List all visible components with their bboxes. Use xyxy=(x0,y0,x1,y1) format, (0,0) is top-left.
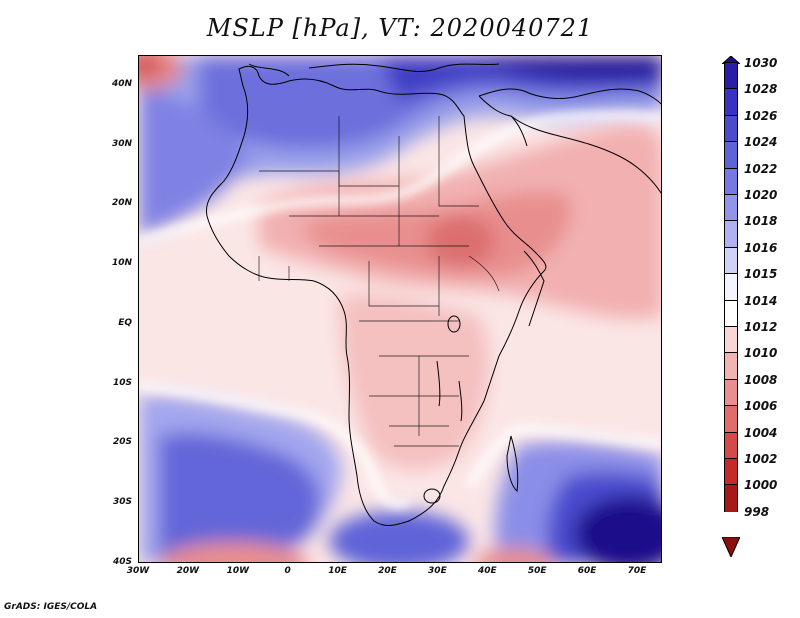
lon-tick-label: 20E xyxy=(378,566,397,576)
lon-tick-label: 60E xyxy=(577,566,597,576)
colorbar-label: 1026 xyxy=(744,108,778,123)
colorbar-label: 1028 xyxy=(744,82,778,97)
colorbar-segment xyxy=(724,326,738,354)
lat-tick-label: 30N xyxy=(111,138,132,149)
colorbar-segment xyxy=(724,431,738,459)
colorbar-segment xyxy=(724,220,738,248)
colorbar-segment xyxy=(724,62,738,90)
colorbar-label: 1020 xyxy=(744,188,778,202)
colorbar-label: 1010 xyxy=(744,346,778,361)
colorbar-label: 1016 xyxy=(744,240,778,255)
lat-tick-label: 40S xyxy=(112,556,132,567)
colorbar-label: 1014 xyxy=(744,293,778,308)
lon-tick-label: 50E xyxy=(527,566,547,576)
colorbar-segment xyxy=(724,352,738,380)
pressure-map xyxy=(139,56,661,562)
africa-outline xyxy=(205,65,547,526)
lon-tick-label: 0 xyxy=(284,566,291,576)
colorbar-segment xyxy=(724,378,738,407)
colorbar-segment xyxy=(724,88,738,116)
chart-title: MSLP [hPa], VT: 2020040721 xyxy=(206,14,594,42)
lat-tick-label: 20S xyxy=(112,437,132,448)
colorbar-label: 1022 xyxy=(744,161,778,176)
colorbar-segment xyxy=(724,194,738,222)
colorbar-segment xyxy=(724,458,738,486)
colorbar-segment xyxy=(724,273,738,301)
colorbar-segments xyxy=(724,62,738,512)
map-panel xyxy=(138,55,662,563)
credit-text: GrADS: IGES/COLA xyxy=(4,602,98,612)
colorbar-segment xyxy=(724,167,738,195)
country-borders xyxy=(258,116,500,447)
lat-tick-label: EQ xyxy=(118,317,132,328)
colorbar-label: 1024 xyxy=(744,135,778,150)
colorbar-label: 1006 xyxy=(744,399,778,414)
lakes xyxy=(423,315,463,504)
coastlines xyxy=(205,63,661,526)
lon-tick-label: 70E xyxy=(627,566,647,576)
lon-tick-label: 30W xyxy=(126,566,150,576)
colorbar-label: 1012 xyxy=(744,320,778,334)
isobar-1014 xyxy=(139,111,661,509)
lat-tick-label: 20N xyxy=(111,198,132,209)
colorbar-label: 1018 xyxy=(744,214,778,229)
lon-tick-label: 20W xyxy=(176,566,200,576)
lon-tick-label: 10W xyxy=(226,566,250,576)
colorbar-label: 1008 xyxy=(744,372,778,387)
lon-tick-label: 10E xyxy=(328,566,347,576)
lat-tick-label: 40N xyxy=(111,79,132,89)
arabia-coast xyxy=(510,115,661,194)
lat-tick-label: 30S xyxy=(112,496,132,507)
colorbar-segment xyxy=(724,299,738,327)
colorbar-label: 1004 xyxy=(744,425,778,440)
madagascar xyxy=(506,435,519,492)
colorbar-label: 1015 xyxy=(744,267,778,282)
lat-tick-label: 10N xyxy=(111,258,132,269)
pressure-field xyxy=(139,56,661,562)
colorbar-label: 998 xyxy=(744,504,770,519)
colorbar-segment xyxy=(724,141,738,169)
lat-tick-label: 10S xyxy=(112,377,132,388)
lon-tick-label: 30E xyxy=(428,566,447,576)
colorbar-label: 1030 xyxy=(744,56,778,70)
colorbar-segment xyxy=(724,405,738,433)
colorbar-segment xyxy=(724,246,738,275)
colorbar-label: 1000 xyxy=(744,478,778,493)
colorbar-segment xyxy=(724,484,738,512)
colorbar-segment xyxy=(724,114,738,143)
colorbar-bottom-arrow xyxy=(722,537,740,557)
lon-tick-label: 40E xyxy=(477,566,497,576)
colorbar-label: 1002 xyxy=(744,452,778,466)
